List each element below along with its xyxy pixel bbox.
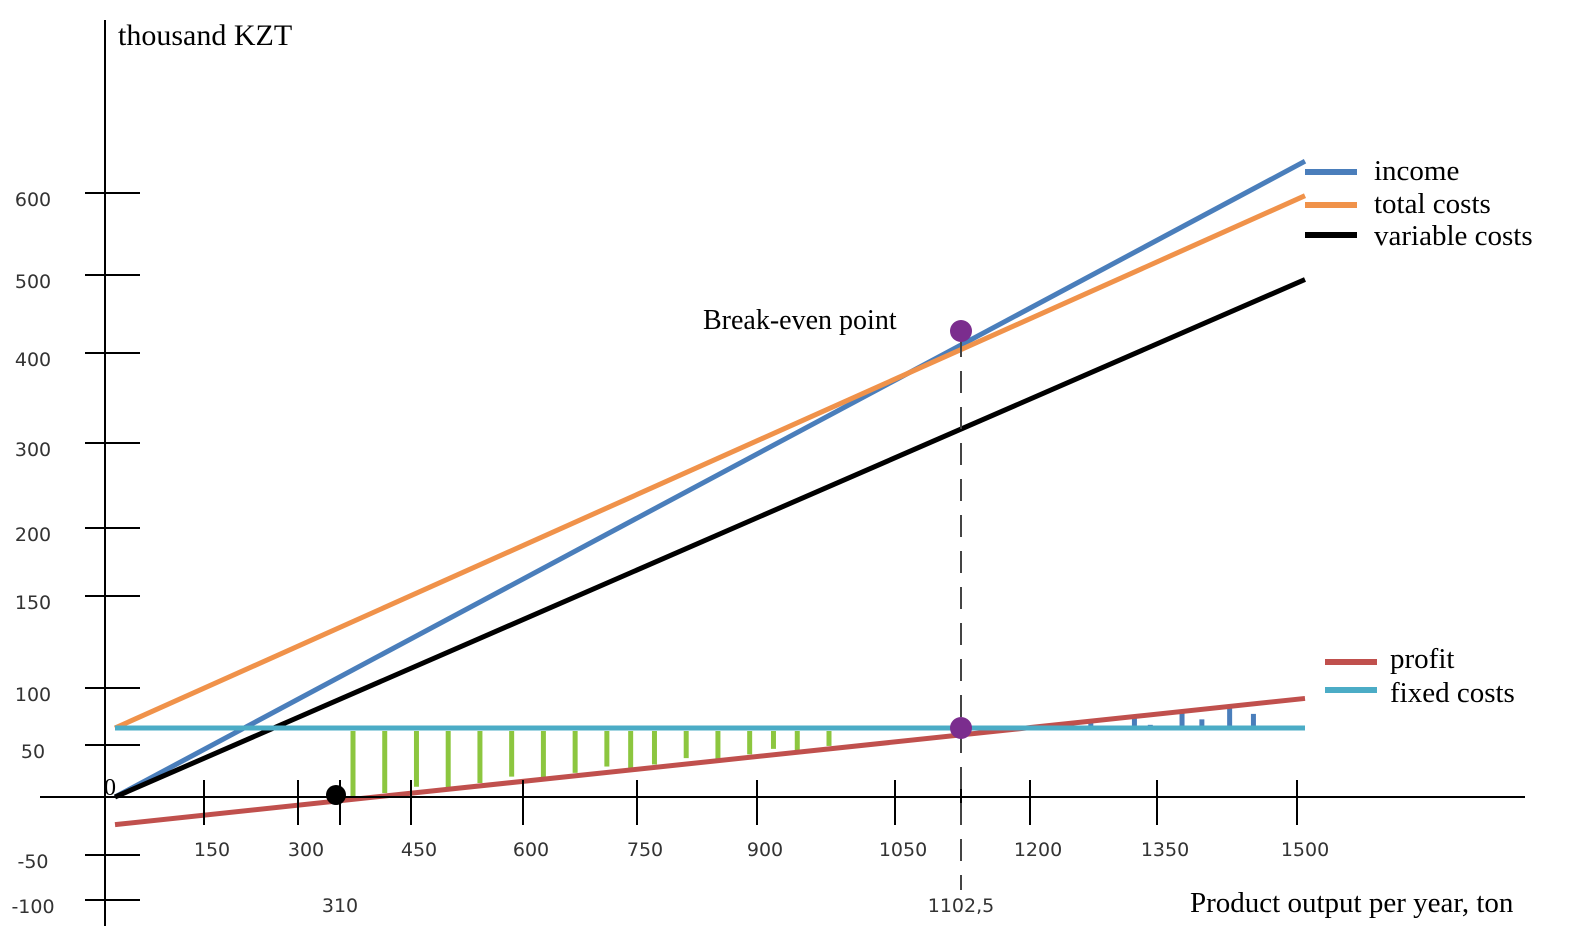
x-axis-label: Product output per year, ton [1190,887,1514,919]
series-layer [113,159,1307,828]
series-line-profit [114,695,1306,828]
marked-x-1102-5: 1102,5 [928,895,994,917]
series-line-total-costs [113,193,1307,731]
legend-label-profit: profit [1390,643,1454,675]
x-tick-label-3: 600 [513,839,549,861]
legend-label-fixed-costs: fixed costs [1390,677,1515,709]
x-tick-label-5: 900 [747,839,783,861]
legend-top: income total costs variable costs [1305,155,1533,252]
y-tick-label-8: -50 [17,851,48,873]
x-tick-label-9: 1500 [1281,839,1329,861]
y-tick-label-0: 600 [15,189,51,211]
x-tick-label-4: 750 [627,839,663,861]
break-even-label: Break-even point [703,305,897,336]
origin-label: 0 [104,775,116,801]
legend-label-variable-costs: variable costs [1374,220,1533,252]
hatch-layer [350,708,1256,797]
x-tick-label-0: 150 [194,839,230,861]
legend-label-total-costs: total costs [1374,188,1491,220]
series-line-variable-costs [114,277,1306,800]
y-tick-label-5: 150 [15,592,51,614]
x-tick-label-1: 300 [288,839,324,861]
legend-bottom: profit fixed costs [1325,643,1515,709]
y-tick-label-6: 100 [15,684,51,706]
y-ticks: 600 500 400 300 200 150 100 50 -50 -100 [11,189,140,918]
y-tick-label-3: 300 [15,439,51,461]
y-tick-label-7: 50 [21,741,45,763]
y-tick-label-4: 200 [15,524,51,546]
profit-zero-point [326,785,346,805]
series-line-income [113,159,1307,800]
x-ticks: 150 300 450 600 750 900 1050 1200 1350 1500 [194,780,1329,861]
break-even-point [950,320,972,342]
x-tick-label-8: 1350 [1141,839,1189,861]
legend-label-income: income [1374,155,1459,187]
x-tick-label-2: 450 [401,839,437,861]
y-axis-label: thousand KZT [118,19,292,52]
marked-x-310: 310 [322,895,358,917]
fixed-costs-profit-intersection [950,717,972,739]
y-tick-label-1: 500 [15,271,51,293]
y-tick-label-2: 400 [15,349,51,371]
x-tick-label-7: 1200 [1014,839,1062,861]
x-tick-label-6: 1050 [879,839,927,861]
y-tick-label-9: -100 [11,896,54,918]
